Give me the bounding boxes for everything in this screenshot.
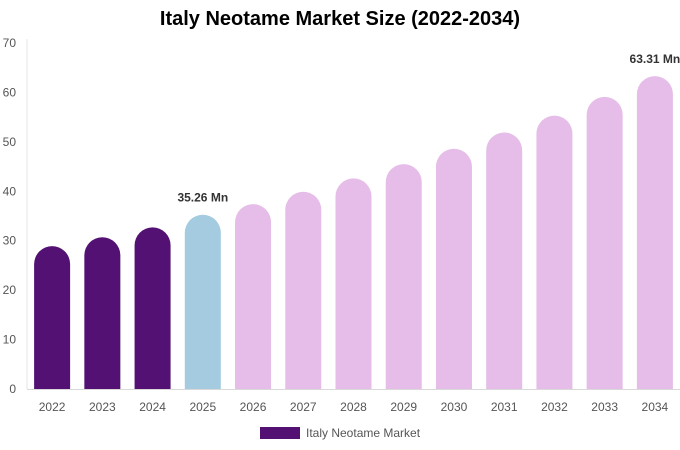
x-tick-label: 2025 bbox=[189, 400, 216, 414]
bar bbox=[285, 191, 322, 389]
bar bbox=[486, 132, 523, 390]
x-tick-label: 2034 bbox=[642, 400, 669, 414]
y-tick-label: 60 bbox=[3, 85, 17, 99]
x-tick-label: 2031 bbox=[491, 400, 518, 414]
data-label: 63.31 Mn bbox=[630, 52, 680, 66]
x-tick-label: 2029 bbox=[390, 400, 417, 414]
x-tick-label: 2022 bbox=[39, 400, 66, 414]
x-tick-label: 2030 bbox=[441, 400, 468, 414]
x-tick-label: 2033 bbox=[591, 400, 618, 414]
bar bbox=[84, 237, 121, 389]
x-tick-label: 2027 bbox=[290, 400, 317, 414]
bar bbox=[34, 246, 71, 389]
y-tick-label: 40 bbox=[3, 184, 17, 198]
y-tick-label: 30 bbox=[3, 234, 17, 248]
legend[interactable]: Italy Neotame Market bbox=[260, 424, 420, 442]
y-tick-label: 70 bbox=[3, 36, 17, 50]
bar bbox=[184, 214, 221, 389]
data-label: 35.26 Mn bbox=[177, 191, 228, 205]
legend-swatch bbox=[260, 427, 300, 439]
bar bbox=[335, 178, 372, 389]
y-tick-label: 20 bbox=[3, 283, 17, 297]
legend-label: Italy Neotame Market bbox=[306, 426, 421, 440]
bar bbox=[636, 76, 673, 389]
y-tick-label: 50 bbox=[3, 135, 17, 149]
y-tick-label: 0 bbox=[9, 382, 16, 396]
bar bbox=[586, 96, 623, 390]
bar bbox=[134, 227, 171, 389]
bar bbox=[536, 115, 573, 389]
bar bbox=[435, 148, 472, 389]
chart-title: Italy Neotame Market Size (2022-2034) bbox=[159, 8, 521, 30]
x-tick-label: 2026 bbox=[240, 400, 267, 414]
x-tick-label: 2032 bbox=[541, 400, 568, 414]
y-tick-label: 10 bbox=[3, 333, 17, 347]
x-tick-label: 2028 bbox=[340, 400, 367, 414]
x-tick-label: 2024 bbox=[139, 400, 166, 414]
x-tick-label: 2023 bbox=[89, 400, 116, 414]
bar bbox=[385, 164, 422, 389]
bar bbox=[235, 204, 272, 389]
